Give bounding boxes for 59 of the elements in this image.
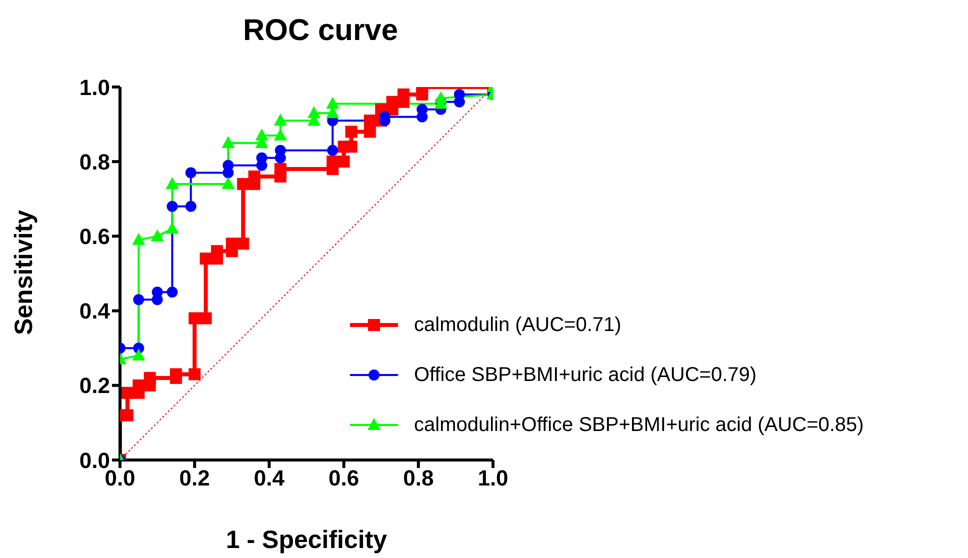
point bbox=[274, 144, 286, 156]
y-tick-label: 1.0 bbox=[79, 74, 110, 100]
point bbox=[170, 368, 182, 380]
point bbox=[416, 104, 428, 115]
point bbox=[121, 409, 134, 422]
point bbox=[185, 167, 196, 178]
legend-label: calmodulin+Office SBP+BMI+uric acid (AUC=0.85) bbox=[414, 414, 864, 436]
point bbox=[188, 368, 201, 380]
point bbox=[256, 152, 268, 164]
point bbox=[150, 229, 164, 242]
point bbox=[364, 126, 376, 138]
point bbox=[326, 96, 340, 109]
point bbox=[345, 140, 358, 153]
point bbox=[166, 286, 178, 298]
y-tick-label: 0.2 bbox=[79, 373, 110, 398]
point bbox=[188, 312, 201, 324]
point bbox=[364, 114, 376, 127]
point bbox=[132, 348, 146, 361]
point bbox=[200, 312, 212, 324]
point bbox=[434, 91, 448, 104]
x-tick-label: 0.8 bbox=[403, 466, 434, 491]
point bbox=[237, 238, 250, 250]
point bbox=[121, 386, 134, 399]
point bbox=[338, 156, 350, 168]
point bbox=[274, 128, 287, 140]
x-tick-label: 0.4 bbox=[254, 466, 286, 491]
point bbox=[307, 106, 320, 118]
point bbox=[248, 170, 260, 183]
x-tick-label: 1.0 bbox=[478, 466, 508, 491]
point bbox=[222, 160, 234, 171]
point bbox=[222, 176, 235, 189]
point bbox=[274, 163, 286, 176]
point bbox=[345, 126, 358, 138]
x-tick-label: 0.2 bbox=[179, 466, 210, 491]
chart-title: ROC curve bbox=[242, 14, 400, 48]
y-axis-title: Sensitivity bbox=[10, 208, 39, 338]
point bbox=[237, 178, 250, 190]
legend-label: calmodulin (AUC=0.71) bbox=[414, 314, 622, 336]
point bbox=[274, 114, 287, 126]
point bbox=[210, 245, 223, 258]
x-axis-title: 1 - Specificity bbox=[224, 526, 388, 555]
point bbox=[166, 200, 178, 212]
point bbox=[133, 294, 144, 306]
y-tick-label: 0.6 bbox=[79, 224, 110, 250]
point bbox=[327, 144, 338, 156]
point bbox=[454, 88, 465, 100]
point bbox=[200, 252, 212, 265]
y-tick-label: 0.4 bbox=[79, 298, 111, 324]
point bbox=[144, 372, 156, 384]
point bbox=[166, 176, 179, 189]
point bbox=[132, 232, 146, 245]
y-tick-label: 0.8 bbox=[79, 149, 110, 174]
point bbox=[255, 128, 268, 140]
point bbox=[222, 136, 235, 148]
legend-label: Office SBP+BMI+uric acid (AUC=0.79) bbox=[414, 364, 757, 386]
point bbox=[166, 222, 179, 234]
point bbox=[185, 200, 196, 212]
point bbox=[397, 88, 410, 100]
x-tick-label: 0.6 bbox=[328, 466, 360, 491]
